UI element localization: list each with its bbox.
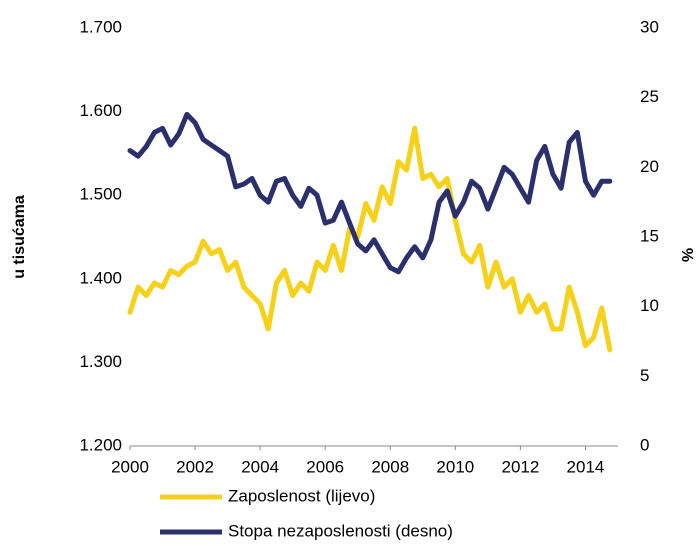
- x-tick-label: 2010: [436, 457, 474, 476]
- y2-tick-label: 10: [640, 296, 659, 315]
- legend-label: Stopa nezaposlenosti (desno): [228, 521, 453, 540]
- x-tick-label: 2006: [306, 457, 344, 476]
- y-tick-label: 1.500: [79, 185, 122, 204]
- y2-tick-label: 25: [640, 87, 659, 106]
- series-line: [127, 125, 613, 353]
- x-tick-label: 2002: [176, 457, 214, 476]
- x-tick-label: 2014: [567, 457, 605, 476]
- legend-label: Zaposlenost (lijevo): [228, 486, 375, 505]
- y2-tick-label: 30: [640, 17, 659, 36]
- y-tick-label: 1.600: [79, 101, 122, 120]
- y2-tick-label: 0: [640, 435, 649, 454]
- x-tick-label: 2012: [501, 457, 539, 476]
- y-tick-label: 1.200: [79, 435, 122, 454]
- y-tick-label: 1.700: [79, 17, 122, 36]
- y-tick-label: 1.400: [79, 268, 122, 287]
- x-tick-label: 2008: [371, 457, 409, 476]
- x-tick-label: 2000: [111, 457, 149, 476]
- y-axis-label: u tisućama: [11, 195, 28, 279]
- series-line: [127, 111, 613, 275]
- y2-axis-label: %: [678, 248, 695, 262]
- y2-tick-label: 20: [640, 157, 659, 176]
- y2-tick-label: 15: [640, 226, 659, 245]
- y-tick-label: 1.300: [79, 352, 122, 371]
- y2-tick-label: 5: [640, 366, 649, 385]
- x-tick-label: 2004: [241, 457, 279, 476]
